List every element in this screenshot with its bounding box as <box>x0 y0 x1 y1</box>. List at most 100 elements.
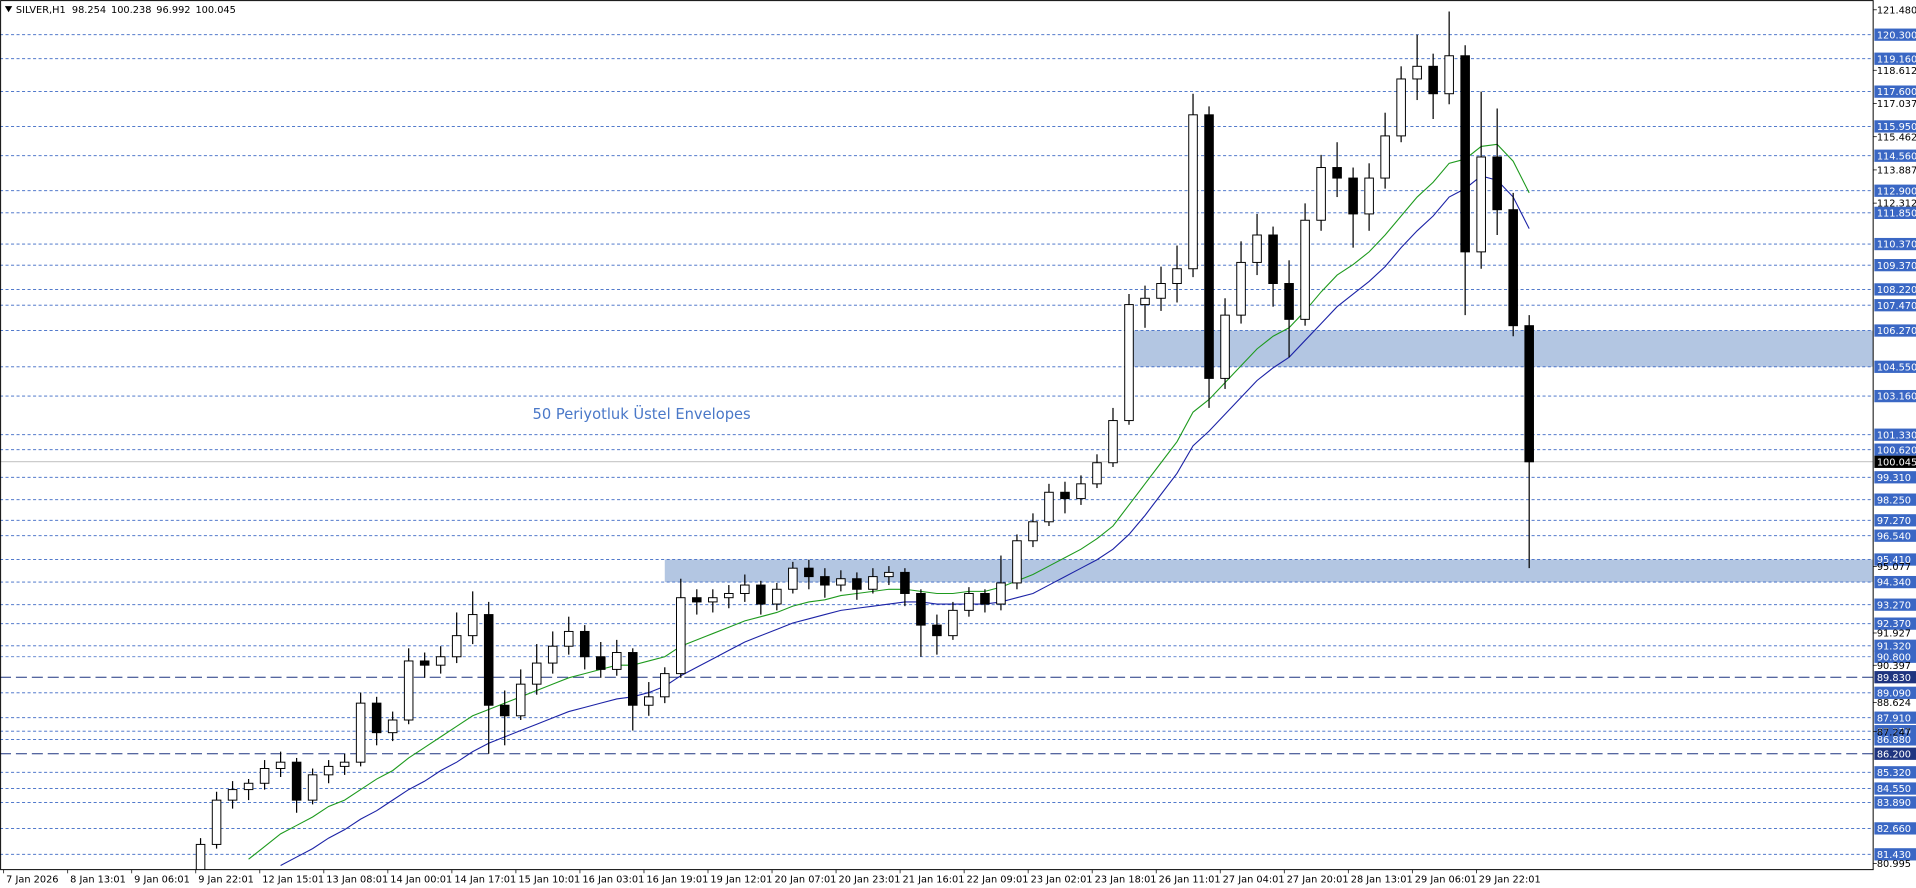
candle-body <box>1524 325 1534 463</box>
candle-body <box>1028 521 1038 542</box>
candle-body <box>419 660 430 666</box>
x-tick-label: 29 Jan 06:01 <box>1415 874 1477 885</box>
level-label: 87.270 <box>1877 727 1911 738</box>
candle-body <box>1092 462 1102 485</box>
level-label: 110.370 <box>1877 240 1916 251</box>
level-tag <box>1874 283 1916 296</box>
candle-body <box>579 630 590 658</box>
candle-body <box>227 789 238 801</box>
candle-body <box>1252 234 1262 263</box>
level-tag <box>1874 796 1916 809</box>
candle-body <box>403 660 414 721</box>
candle-body <box>1012 540 1022 584</box>
level-tag <box>1874 120 1916 133</box>
candle-body <box>788 567 798 590</box>
level-label: 104.550 <box>1877 362 1916 373</box>
level-label: 100.620 <box>1877 445 1916 456</box>
candle-body <box>740 584 750 594</box>
candle-body <box>307 774 318 801</box>
level-label: 95.410 <box>1877 555 1911 566</box>
candle-body <box>563 630 574 647</box>
candle-body <box>595 656 606 670</box>
x-tick-label: 15 Jan 10:01 <box>518 874 580 885</box>
x-tick-label: 16 Jan 03:01 <box>582 874 644 885</box>
level-tag <box>1874 733 1916 746</box>
candle-body <box>644 696 654 706</box>
level-label: 87.910 <box>1877 713 1911 724</box>
level-tag <box>1874 782 1916 795</box>
level-tag <box>1874 389 1916 403</box>
level-label: 107.470 <box>1877 301 1916 312</box>
bar-open: 98.254 <box>72 5 106 16</box>
level-label: 112.900 <box>1877 186 1916 197</box>
level-label: 114.560 <box>1877 151 1916 162</box>
candle-body <box>724 592 734 599</box>
level-tag <box>1874 822 1916 835</box>
level-label: 108.220 <box>1877 285 1916 296</box>
candle-body <box>804 567 814 578</box>
candle-body <box>884 571 894 578</box>
candle-body <box>676 597 686 675</box>
candle-body <box>1380 135 1390 179</box>
level-label: 83.890 <box>1877 798 1911 809</box>
level-label: 85.320 <box>1877 768 1911 779</box>
candle-body <box>756 584 766 605</box>
candle-body <box>435 656 446 666</box>
candle-body <box>483 614 494 706</box>
candle-body <box>1076 483 1086 500</box>
candle-body <box>1460 55 1470 253</box>
candle-body <box>1364 177 1374 215</box>
x-tick-label: 8 Jan 13:01 <box>70 874 126 885</box>
candle-body <box>1156 283 1166 299</box>
x-tick-label: 14 Jan 00:01 <box>390 874 452 885</box>
candle-body <box>692 597 702 603</box>
level-label: 119.160 <box>1877 54 1916 65</box>
candle-body <box>852 578 862 590</box>
candle-body <box>211 799 222 845</box>
candle-body <box>1300 219 1310 320</box>
candle-body <box>964 592 974 611</box>
candle-body <box>355 702 366 763</box>
candle-body <box>467 614 478 637</box>
candle-body <box>980 592 990 605</box>
level-tag <box>1874 360 1916 373</box>
x-tick-label: 29 Jan 22:01 <box>1479 874 1541 885</box>
candle-body <box>948 609 958 637</box>
level-label: 98.250 <box>1877 495 1911 506</box>
level-tag <box>1874 85 1916 98</box>
x-tick-label: 22 Jan 09:01 <box>967 874 1029 885</box>
candle-body <box>259 768 270 784</box>
candle-body <box>836 578 846 586</box>
candle-body <box>1444 55 1454 95</box>
level-tag <box>1874 650 1916 663</box>
level-label: 91.320 <box>1877 641 1911 652</box>
level-tag <box>1874 493 1916 506</box>
candle-body <box>1492 156 1502 211</box>
x-tick-label: 7 Jan 2026 <box>6 874 58 885</box>
level-tag <box>1874 848 1916 861</box>
zone <box>664 559 1874 583</box>
y-tick-label: 112.312 <box>1877 199 1916 210</box>
y-tick-label: 115.462 <box>1877 132 1916 143</box>
bar-low: 96.992 <box>156 5 190 16</box>
candle-body <box>627 652 638 706</box>
level-tag <box>1874 529 1916 542</box>
candle-body <box>772 588 782 605</box>
level-label: 81.430 <box>1877 850 1911 861</box>
y-tick-label: 121.480 <box>1877 5 1916 16</box>
candle-body <box>900 571 910 594</box>
bar-close: 100.045 <box>195 5 235 16</box>
candle-body <box>1396 78 1406 137</box>
level-label: 106.270 <box>1877 326 1916 337</box>
y-tick-label: 95.077 <box>1877 562 1911 573</box>
plot-frame <box>0 0 1874 871</box>
menu-arrow[interactable] <box>4 6 13 13</box>
bar-header: SILVER,H1 98.254 100.238 96.992 100.045 <box>16 5 236 16</box>
candle-body <box>660 673 670 698</box>
symbol: SILVER,H1 <box>16 5 66 16</box>
x-tick-label: 23 Jan 18:01 <box>1095 874 1157 885</box>
x-tick-label: 27 Jan 20:01 <box>1287 874 1349 885</box>
x-tick-label: 21 Jan 16:01 <box>903 874 965 885</box>
y-tick-label: 80.995 <box>1877 859 1911 870</box>
